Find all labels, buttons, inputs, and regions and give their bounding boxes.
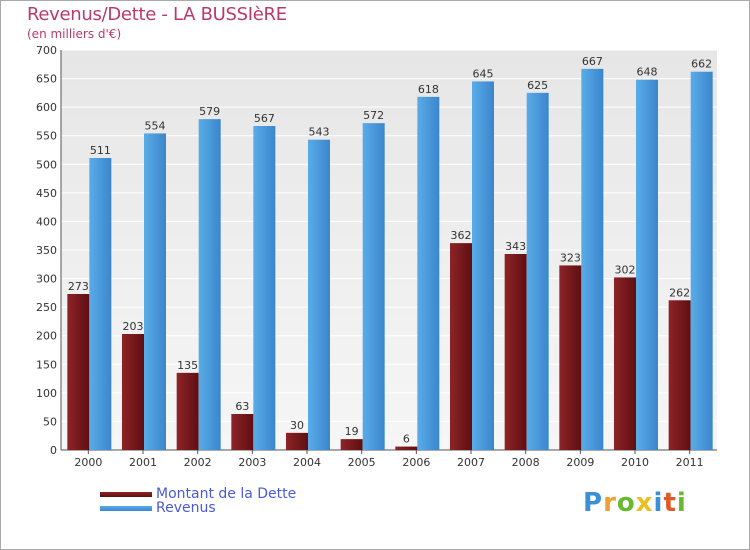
value-label-revenus: 511 xyxy=(90,144,111,157)
x-tick-label: 2009 xyxy=(566,456,594,469)
bar-revenus xyxy=(690,71,713,450)
bar-revenus xyxy=(362,123,385,451)
bar-revenus xyxy=(417,96,440,450)
x-tick-label: 2011 xyxy=(676,456,704,469)
y-tick-label: 500 xyxy=(36,158,57,171)
bar-revenus xyxy=(89,158,112,450)
bar-revenus xyxy=(144,133,166,450)
y-tick-label: 250 xyxy=(36,301,57,314)
x-tick-label: 2001 xyxy=(129,456,157,469)
bar-revenus xyxy=(472,81,494,450)
y-tick-label: 400 xyxy=(36,215,57,228)
value-label-dette: 135 xyxy=(177,359,198,372)
value-label-dette: 262 xyxy=(669,286,690,299)
bar-revenus xyxy=(308,139,330,450)
x-tick-label: 2007 xyxy=(457,456,485,469)
chart-subtitle: (en milliers d'€) xyxy=(27,27,122,41)
bar-dette xyxy=(122,334,144,450)
value-label-revenus: 618 xyxy=(418,83,439,96)
proxiti-logo: Proxiti xyxy=(583,488,687,518)
bar-dette xyxy=(450,243,472,450)
logo-letter: o xyxy=(616,488,636,518)
bar-dette xyxy=(504,254,527,450)
x-tick-label: 2006 xyxy=(402,456,430,469)
bar-dette xyxy=(286,432,308,450)
x-tick-label: 2004 xyxy=(293,456,321,469)
value-label-dette: 362 xyxy=(451,229,472,242)
y-tick-label: 300 xyxy=(36,273,57,286)
bar-revenus xyxy=(636,79,658,450)
legend-label-revenus: Revenus xyxy=(156,500,216,516)
legend-swatch-dette xyxy=(100,491,152,497)
value-label-revenus: 567 xyxy=(254,112,275,125)
bar-revenus xyxy=(526,92,549,450)
value-label-dette: 6 xyxy=(403,433,410,446)
logo-letter: i xyxy=(676,488,687,518)
logo-letter: i xyxy=(653,488,664,518)
value-label-dette: 273 xyxy=(68,280,89,293)
bar-dette xyxy=(395,446,418,450)
bar-dette xyxy=(340,439,363,450)
value-label-dette: 30 xyxy=(290,419,304,432)
bar-revenus xyxy=(198,119,221,451)
y-tick-label: 700 xyxy=(36,44,57,57)
value-label-dette: 302 xyxy=(615,263,636,276)
value-label-dette: 323 xyxy=(560,251,581,264)
value-label-revenus: 572 xyxy=(363,109,384,122)
value-label-revenus: 662 xyxy=(691,58,712,71)
value-label-revenus: 625 xyxy=(527,79,548,92)
x-tick-label: 2005 xyxy=(348,456,376,469)
bar-dette xyxy=(231,414,254,450)
y-tick-label: 150 xyxy=(36,358,57,371)
y-tick-label: 50 xyxy=(43,415,57,428)
y-tick-label: 100 xyxy=(36,387,57,400)
bar-dette xyxy=(67,294,90,450)
bar-revenus xyxy=(581,68,604,450)
y-tick-label: 550 xyxy=(36,130,57,143)
legend-swatch-revenus xyxy=(100,505,152,511)
x-tick-label: 2002 xyxy=(184,456,212,469)
x-tick-label: 2000 xyxy=(74,456,102,469)
bar-dette xyxy=(614,277,636,450)
value-label-revenus: 645 xyxy=(473,67,494,80)
value-label-revenus: 648 xyxy=(637,66,658,79)
chart-title: Revenus/Dette - LA BUSSIèRE xyxy=(27,4,287,25)
value-label-revenus: 667 xyxy=(582,55,603,68)
value-label-dette: 343 xyxy=(505,240,526,253)
logo-letter: r xyxy=(603,488,617,518)
logo-letter: x xyxy=(635,488,654,518)
x-tick-label: 2010 xyxy=(621,456,649,469)
value-label-revenus: 543 xyxy=(309,126,330,139)
x-tick-label: 2003 xyxy=(238,456,266,469)
legend-item-dette: Montant de la Dette xyxy=(100,486,296,502)
logo-letter: P xyxy=(583,488,604,518)
value-label-revenus: 579 xyxy=(199,105,220,118)
bar-dette xyxy=(176,372,199,450)
bar-dette xyxy=(559,265,582,450)
x-tick-label: 2008 xyxy=(512,456,540,469)
value-label-dette: 203 xyxy=(123,320,144,333)
y-tick-label: 350 xyxy=(36,244,57,257)
value-label-dette: 19 xyxy=(345,425,359,438)
logo-letter: t xyxy=(663,488,677,518)
y-tick-label: 200 xyxy=(36,330,57,343)
y-tick-label: 0 xyxy=(50,444,57,457)
legend-label-dette: Montant de la Dette xyxy=(156,486,297,502)
bar-dette xyxy=(668,300,691,450)
y-tick-label: 600 xyxy=(36,101,57,114)
y-tick-label: 450 xyxy=(36,187,57,200)
legend-item-revenus: Revenus xyxy=(100,500,216,516)
y-tick-label: 650 xyxy=(36,73,57,86)
value-label-dette: 63 xyxy=(235,400,249,413)
value-label-revenus: 554 xyxy=(145,119,166,132)
bar-revenus xyxy=(253,126,276,450)
